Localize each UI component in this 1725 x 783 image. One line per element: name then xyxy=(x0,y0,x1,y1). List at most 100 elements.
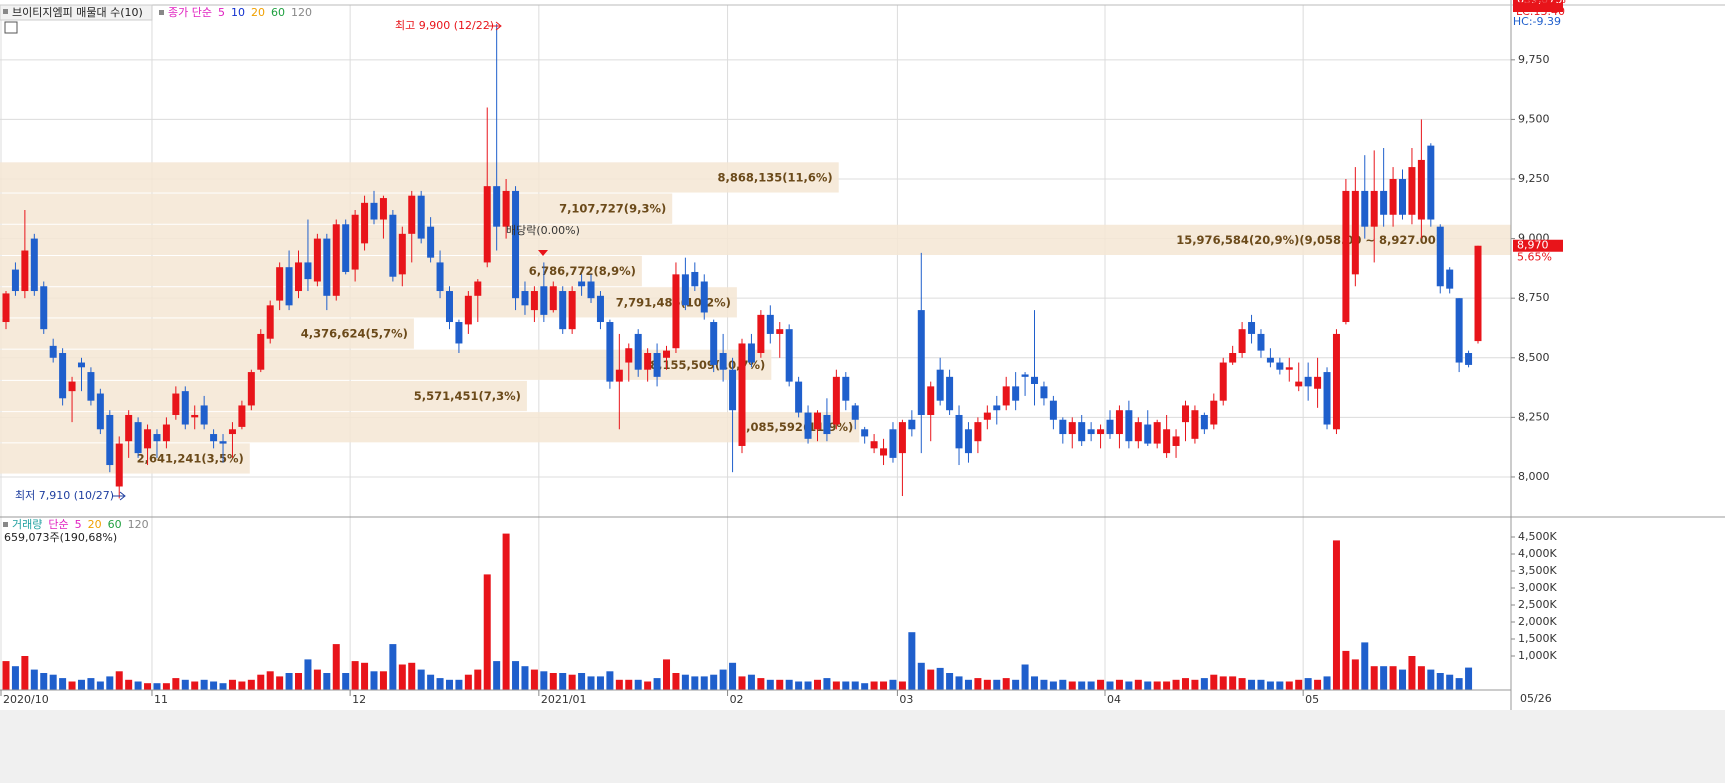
volume-bar xyxy=(436,678,444,690)
candle-body xyxy=(936,369,944,401)
volume-bar xyxy=(974,678,982,690)
volume-bar xyxy=(389,644,397,690)
volume-y-tick-label: 2,500K xyxy=(1518,598,1557,611)
candle-body xyxy=(228,429,236,435)
volume-bar xyxy=(106,676,114,690)
candle-body xyxy=(398,233,406,275)
volume-bar xyxy=(993,679,1001,690)
volume-bar xyxy=(1332,540,1340,690)
volume-profile-label: 4,376,624(5,7%) xyxy=(301,327,408,341)
candle-body xyxy=(653,353,661,377)
volume-bar xyxy=(342,673,350,690)
low-annotation: 최저 7,910 (10/27) xyxy=(15,489,114,502)
volume-bar xyxy=(247,679,255,690)
hc-label: HC:-9.39 xyxy=(1513,15,1561,28)
candle-body xyxy=(644,353,652,370)
table-button[interactable] xyxy=(4,21,18,34)
x-tick-label: 2021/01 xyxy=(541,693,587,706)
candle-body xyxy=(1181,405,1189,423)
volume-profile-band xyxy=(0,349,772,380)
candle-body xyxy=(389,214,397,277)
volume-bar xyxy=(115,671,123,690)
candle-body xyxy=(77,362,85,368)
candle-body xyxy=(993,405,1001,411)
candle-body xyxy=(691,271,699,287)
volume-bar xyxy=(1049,681,1057,690)
volume-bar xyxy=(512,661,520,690)
candle-body xyxy=(342,224,350,272)
volume-y-tick-label: 2,000K xyxy=(1518,615,1557,628)
candle-body xyxy=(889,429,897,458)
candle-body xyxy=(672,274,680,349)
volume-bar xyxy=(1436,673,1444,690)
volume-bar xyxy=(870,681,878,690)
volume-profile-label: 2,641,241(3,5%) xyxy=(137,451,244,465)
volume-bar xyxy=(1370,666,1378,690)
candle-body xyxy=(729,369,737,411)
candle-body xyxy=(464,295,472,325)
legend-item: 20 xyxy=(88,518,102,531)
volume-y-tick-label: 4,500K xyxy=(1518,530,1557,543)
volume-bar xyxy=(77,679,85,690)
volume-bar xyxy=(1219,676,1227,690)
volume-bar xyxy=(936,667,944,690)
volume-bar xyxy=(361,662,369,690)
candle-body xyxy=(1323,372,1331,425)
volume-bar xyxy=(1200,678,1208,690)
volume-bar xyxy=(587,676,595,690)
volume-bar xyxy=(1427,669,1435,690)
volume-bar xyxy=(172,678,180,690)
volume-profile-band xyxy=(0,255,642,287)
y-tick-label: 9,750 xyxy=(1518,53,1550,66)
ratio-tag: 190.68% xyxy=(1517,0,1566,6)
volume-bar xyxy=(946,673,954,690)
y-tick-label: 9,500 xyxy=(1518,112,1550,125)
x-tick-label: 12 xyxy=(352,693,366,706)
candle-body xyxy=(445,291,453,323)
candle-body xyxy=(417,195,425,239)
volume-bar xyxy=(351,661,359,690)
volume-bar xyxy=(813,679,821,690)
legend-item: 5 xyxy=(75,518,82,531)
candle-body xyxy=(842,376,850,401)
volume-bar xyxy=(1361,642,1369,690)
candle-body xyxy=(823,414,831,435)
volume-bar xyxy=(1389,666,1397,690)
volume-bar xyxy=(1417,666,1425,690)
volume-bar xyxy=(1314,679,1322,690)
candle-body xyxy=(1361,190,1369,227)
volume-legend-icon xyxy=(3,522,8,527)
candle-body xyxy=(804,412,812,439)
candle-body xyxy=(870,441,878,449)
volume-bar xyxy=(1144,681,1152,690)
candle-body xyxy=(540,286,548,315)
candle-body xyxy=(1210,400,1218,425)
candle-body xyxy=(493,186,501,227)
volume-bar xyxy=(11,666,19,690)
volume-bar xyxy=(606,671,614,690)
volume-bar xyxy=(917,662,925,690)
volume-bar xyxy=(323,673,331,690)
volume-bar xyxy=(596,676,604,690)
footer-area xyxy=(0,710,1725,783)
title-box xyxy=(0,4,153,21)
candle-body xyxy=(898,422,906,454)
candle-body xyxy=(200,405,208,425)
volume-bar xyxy=(681,674,689,690)
candle-body xyxy=(964,429,972,454)
candle-body xyxy=(1191,410,1199,439)
candle-body xyxy=(370,202,378,220)
volume-bar xyxy=(672,673,680,690)
volume-bar xyxy=(285,673,293,690)
candle-body xyxy=(700,281,708,313)
plot-area: 8,868,135(11,6%) 7,107,727(9,3%) 15,976,58… xyxy=(0,5,1511,690)
candle-body xyxy=(1238,329,1246,354)
volume-bar xyxy=(644,681,652,690)
volume-bar xyxy=(1408,656,1416,690)
title-icon[interactable] xyxy=(3,9,8,14)
candle-body xyxy=(1389,179,1397,215)
volume-y-tick-label: 3,000K xyxy=(1518,581,1557,594)
volume-bar xyxy=(738,676,746,690)
volume-bar xyxy=(615,679,623,690)
volume-bar xyxy=(559,673,567,690)
